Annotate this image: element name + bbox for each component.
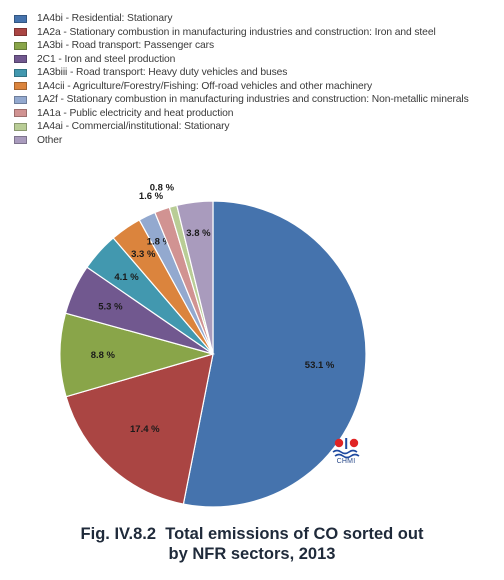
legend-swatch (14, 41, 27, 50)
legend-swatch (14, 122, 27, 131)
legend-label: 1A3biii - Road transport: Heavy duty veh… (37, 67, 288, 79)
caption-line-1: Fig. IV.8.2 Total emissions of CO sorted… (80, 525, 424, 543)
legend-item: 1A1a - Public electricity and heat produ… (14, 107, 500, 121)
slice-label: 53.1 % (305, 360, 335, 371)
legend-swatch (14, 55, 27, 64)
legend-item: 1A3biii - Road transport: Heavy duty veh… (14, 66, 500, 80)
legend-label: 1A4ai - Commercial/institutional: Statio… (37, 121, 230, 133)
legend-swatch (14, 28, 27, 37)
legend-swatch (14, 82, 27, 91)
legend-item: 1A2f - Stationary combustion in manufact… (14, 93, 500, 107)
pie-slice (182, 200, 367, 508)
slice-label: 4.1 % (114, 272, 139, 283)
pie-chart: 53.1 % 17.4 % 8.8 % 5.3 % 4.1 % 3.3 % 1.8 % 1.6… (59, 183, 367, 508)
slice-label: 3.8 % (186, 228, 211, 239)
legend-label: 1A3bi - Road transport: Passenger cars (37, 40, 215, 52)
slice-label: 0.8 % (150, 183, 175, 194)
legend-label: 1A2a - Stationary combustion in manufact… (37, 26, 436, 38)
legend-label: Other (37, 134, 63, 146)
legend-item: 2C1 - Iron and steel production (14, 53, 500, 67)
legend-swatch (14, 14, 27, 23)
legend-item: 1A4cii - Agriculture/Forestry/Fishing: O… (14, 80, 500, 94)
slice-label: 3.3 % (131, 249, 156, 260)
legend-item: 1A3bi - Road transport: Passenger cars (14, 39, 500, 53)
caption-line-2: by NFR sectors, 2013 (168, 545, 336, 563)
chmi-logo-text: CHMI (336, 458, 356, 465)
legend-label: 2C1 - Iron and steel production (37, 53, 176, 65)
legend-item: Other (14, 134, 500, 148)
legend-label: 1A1a - Public electricity and heat produ… (37, 107, 234, 119)
pie-slice (176, 200, 214, 355)
legend-label: 1A2f - Stationary combustion in manufact… (37, 94, 469, 106)
legend-item: 1A4bi - Residential: Stationary (14, 12, 500, 26)
legend-item: 1A4ai - Commercial/institutional: Statio… (14, 120, 500, 134)
legend-swatch (14, 95, 27, 104)
slice-label: 17.4 % (130, 424, 160, 435)
legend-swatch (14, 136, 27, 145)
figure-caption: Fig. IV.8.2 Total emissions of CO sorted… (0, 524, 504, 564)
legend-swatch (14, 68, 27, 77)
pie-slice (65, 353, 214, 505)
slice-label: 5.3 % (98, 302, 123, 313)
slice-label: 8.8 % (91, 350, 116, 361)
legend-swatch (14, 109, 27, 118)
legend-label: 1A4bi - Residential: Stationary (37, 13, 173, 25)
legend-item: 1A2a - Stationary combustion in manufact… (14, 26, 500, 40)
chmi-logo-icon (332, 438, 360, 459)
chmi-logo: CHMI (327, 437, 365, 471)
pie-slice (59, 312, 216, 398)
legend-label: 1A4cii - Agriculture/Forestry/Fishing: O… (37, 80, 373, 92)
chart-legend: 1A4bi - Residential: Stationary 1A2a - St… (14, 12, 500, 147)
slice-label: 1.8 % (147, 236, 172, 247)
slice-label: 1.6 % (139, 191, 164, 202)
